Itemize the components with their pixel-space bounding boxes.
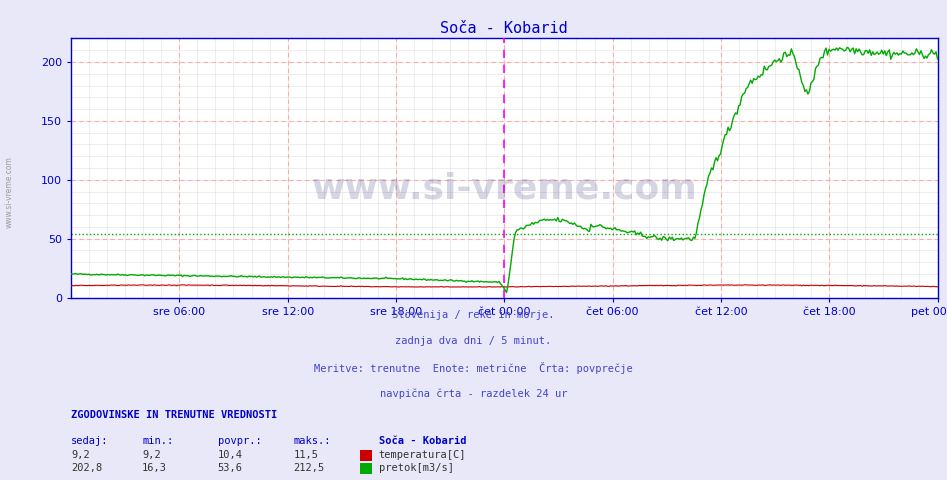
Text: 212,5: 212,5: [294, 463, 325, 473]
Title: Soča - Kobarid: Soča - Kobarid: [440, 21, 568, 36]
Text: Slovenija / reke in morje.: Slovenija / reke in morje.: [392, 310, 555, 320]
Text: temperatura[C]: temperatura[C]: [379, 450, 466, 460]
Text: 9,2: 9,2: [142, 450, 161, 460]
Text: www.si-vreme.com: www.si-vreme.com: [312, 172, 697, 206]
Text: Soča - Kobarid: Soča - Kobarid: [379, 436, 466, 446]
Text: povpr.:: povpr.:: [218, 436, 261, 446]
Text: 53,6: 53,6: [218, 463, 242, 473]
Text: 10,4: 10,4: [218, 450, 242, 460]
Text: 16,3: 16,3: [142, 463, 167, 473]
Text: Meritve: trenutne  Enote: metrične  Črta: povprečje: Meritve: trenutne Enote: metrične Črta: …: [314, 362, 633, 374]
Text: ZGODOVINSKE IN TRENUTNE VREDNOSTI: ZGODOVINSKE IN TRENUTNE VREDNOSTI: [71, 409, 277, 420]
Text: pretok[m3/s]: pretok[m3/s]: [379, 463, 454, 473]
Text: min.:: min.:: [142, 436, 173, 446]
Text: 11,5: 11,5: [294, 450, 318, 460]
Text: 9,2: 9,2: [71, 450, 90, 460]
Text: maks.:: maks.:: [294, 436, 331, 446]
Text: zadnja dva dni / 5 minut.: zadnja dva dni / 5 minut.: [396, 336, 551, 346]
Text: 202,8: 202,8: [71, 463, 102, 473]
Text: sedaj:: sedaj:: [71, 436, 109, 446]
Text: www.si-vreme.com: www.si-vreme.com: [5, 156, 14, 228]
Text: navpična črta - razdelek 24 ur: navpična črta - razdelek 24 ur: [380, 389, 567, 399]
